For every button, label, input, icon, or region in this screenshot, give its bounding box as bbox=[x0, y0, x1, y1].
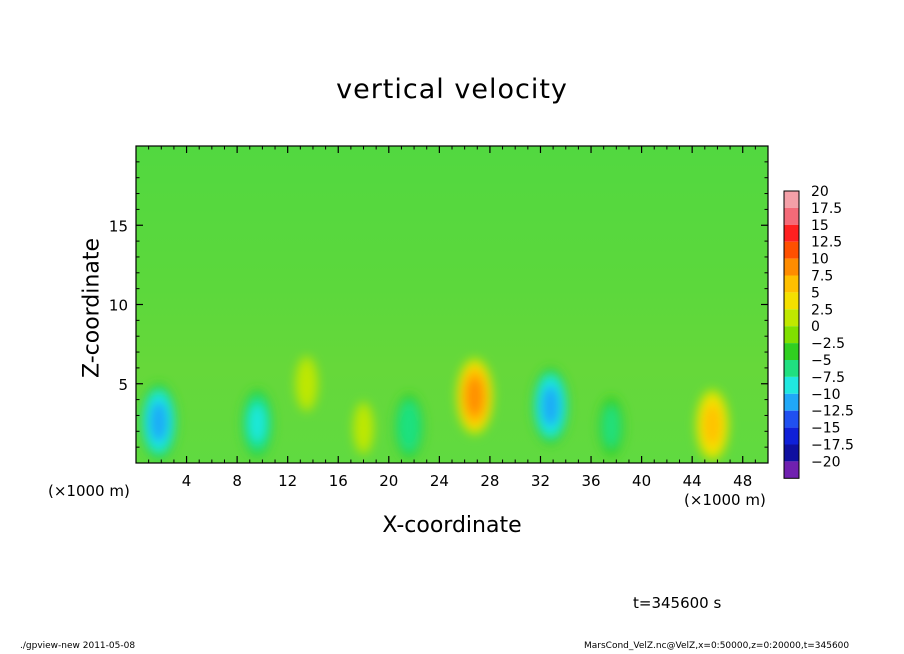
colorbar-label: −17.5 bbox=[811, 438, 854, 454]
y-tick-label: 15 bbox=[109, 217, 128, 235]
colorbar-label: −15 bbox=[811, 421, 841, 437]
colorbar-swatch bbox=[784, 258, 799, 276]
colorbar-label: −10 bbox=[811, 387, 841, 403]
y-tick-label: 5 bbox=[118, 376, 128, 394]
x-tick-label: 20 bbox=[379, 472, 398, 490]
colorbar-swatch bbox=[784, 309, 799, 327]
colorbar-swatch bbox=[784, 393, 799, 411]
field-feature-6 bbox=[695, 388, 730, 461]
x-tick-label: 24 bbox=[430, 472, 449, 490]
colorbar-label: 10 bbox=[811, 252, 829, 268]
colorbar-label: 15 bbox=[811, 218, 829, 234]
y-axis-label: Z-coordinate bbox=[79, 238, 105, 378]
field-feature-3 bbox=[531, 367, 570, 445]
field-feature-4 bbox=[597, 396, 625, 457]
colorbar-label: 7.5 bbox=[811, 269, 833, 285]
colorbar-swatch bbox=[784, 241, 799, 259]
x-tick-label: 40 bbox=[632, 472, 651, 490]
field-feature-0 bbox=[139, 382, 178, 461]
x-axis: 4 8 12 16 20 24 28 32 36 40 44 48 bbox=[148, 146, 756, 490]
colorbar-swatch bbox=[784, 343, 799, 360]
colorbar-swatch bbox=[784, 376, 799, 394]
x-tick-label: 28 bbox=[480, 472, 499, 490]
colorbar-swatch bbox=[784, 326, 799, 344]
colorbar-swatch bbox=[784, 207, 799, 225]
colorbar-label: −20 bbox=[811, 454, 841, 470]
chart-title: vertical velocity bbox=[336, 74, 568, 105]
colorbar-label: −12.5 bbox=[811, 404, 854, 420]
x-tick-label: 16 bbox=[329, 472, 348, 490]
x-tick-label: 48 bbox=[733, 472, 752, 490]
y-tick-label: 10 bbox=[109, 297, 128, 315]
colorbar-swatch bbox=[784, 224, 799, 242]
colorbar-label: 12.5 bbox=[811, 235, 842, 251]
x-unit-label-left: (×1000 m) bbox=[48, 482, 130, 500]
colorbar: 2017.51512.5107.552.50−2.5−5−7.5−10−12.5… bbox=[783, 184, 854, 479]
colorbar-label: 0 bbox=[811, 319, 820, 335]
field-feature-7 bbox=[295, 356, 319, 412]
x-tick-label: 12 bbox=[278, 472, 297, 490]
colorbar-label: 20 bbox=[811, 184, 829, 200]
colorbar-label: −5 bbox=[811, 353, 832, 369]
footer-program-date: ./gpview-new 2011-05-08 bbox=[20, 641, 136, 651]
colorbar-swatch bbox=[784, 275, 799, 293]
field-feature-8 bbox=[352, 401, 375, 455]
x-unit-label-right: (×1000 m) bbox=[684, 491, 766, 509]
time-annotation: t=345600 s bbox=[633, 594, 722, 612]
x-axis-label: X-coordinate bbox=[382, 513, 522, 538]
x-tick-label: 36 bbox=[581, 472, 600, 490]
colorbar-swatch bbox=[784, 461, 799, 479]
x-tick-label: 4 bbox=[182, 472, 192, 490]
field-feature-2 bbox=[393, 393, 425, 460]
colorbar-swatch bbox=[784, 360, 799, 377]
colorbar-swatch bbox=[784, 444, 799, 462]
colorbar-swatch bbox=[784, 427, 799, 445]
x-tick-label: 8 bbox=[232, 472, 242, 490]
field-feature-5 bbox=[455, 357, 494, 436]
colorbar-frame bbox=[783, 190, 800, 479]
colorbar-label: 17.5 bbox=[811, 201, 842, 217]
colorbar-label: 5 bbox=[811, 285, 820, 301]
y-axis: 5 10 15 bbox=[109, 161, 768, 448]
colorbar-swatch bbox=[784, 191, 799, 208]
colorbar-swatch bbox=[784, 292, 799, 310]
x-tick-label: 44 bbox=[683, 472, 702, 490]
footer-data-source: MarsCond_VelZ.nc@VelZ,x=0:50000,z=0:2000… bbox=[584, 641, 850, 651]
colorbar-label: −7.5 bbox=[811, 370, 845, 386]
colorbar-label: 2.5 bbox=[811, 302, 833, 318]
field-feature-1 bbox=[241, 388, 274, 458]
x-tick-label: 32 bbox=[531, 472, 550, 490]
heatmap-plot bbox=[136, 146, 768, 463]
colorbar-label: −2.5 bbox=[811, 336, 845, 352]
colorbar-swatch bbox=[784, 410, 799, 428]
